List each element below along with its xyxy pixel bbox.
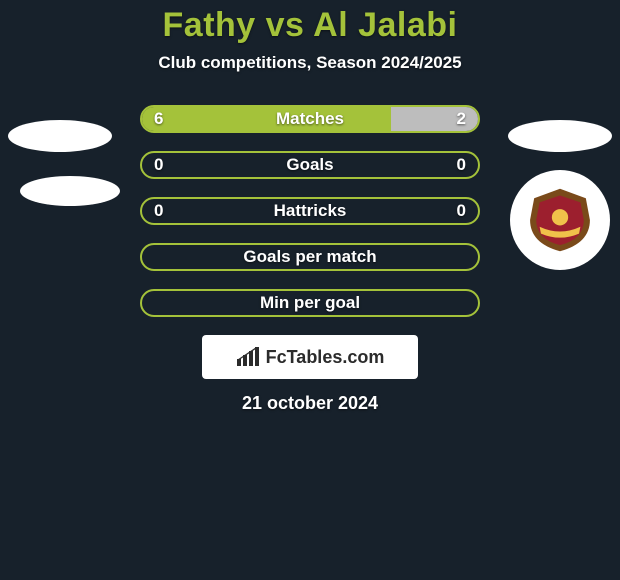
subtitle: Club competitions, Season 2024/2025 — [0, 53, 620, 73]
stat-bar-row: 6Matches2 — [140, 105, 480, 133]
date-text: 21 october 2024 — [0, 393, 620, 414]
stat-bar-label: Matches — [182, 109, 438, 129]
stat-bar-label: Goals per match — [182, 247, 438, 267]
brand-text: FcTables.com — [266, 347, 385, 368]
comparison-card: Fathy vs Al Jalabi Club competitions, Se… — [0, 0, 620, 580]
brand-chart-icon — [236, 347, 260, 367]
stat-bar-row: 0Hattricks0 — [140, 197, 480, 225]
stat-bar-row: 0Goals0 — [140, 151, 480, 179]
stat-bar-label: Min per goal — [182, 293, 438, 313]
stat-bar-right-value: 0 — [438, 155, 478, 175]
brand-box[interactable]: FcTables.com — [202, 335, 418, 379]
stat-bar-right-value: 0 — [438, 201, 478, 221]
stat-bar-row: Goals per match — [140, 243, 480, 271]
stat-bar-left-value: 0 — [142, 201, 182, 221]
stat-bar-list: 6Matches20Goals00Hattricks0Goals per mat… — [0, 105, 620, 317]
stat-bar-left-value: 0 — [142, 155, 182, 175]
stat-bar-label: Goals — [182, 155, 438, 175]
stat-bar-label: Hattricks — [182, 201, 438, 221]
stat-bar-row: Min per goal — [140, 289, 480, 317]
stat-bar-left-value: 6 — [142, 109, 182, 129]
page-title: Fathy vs Al Jalabi — [0, 6, 620, 45]
stat-bar-right-value: 2 — [438, 109, 478, 129]
